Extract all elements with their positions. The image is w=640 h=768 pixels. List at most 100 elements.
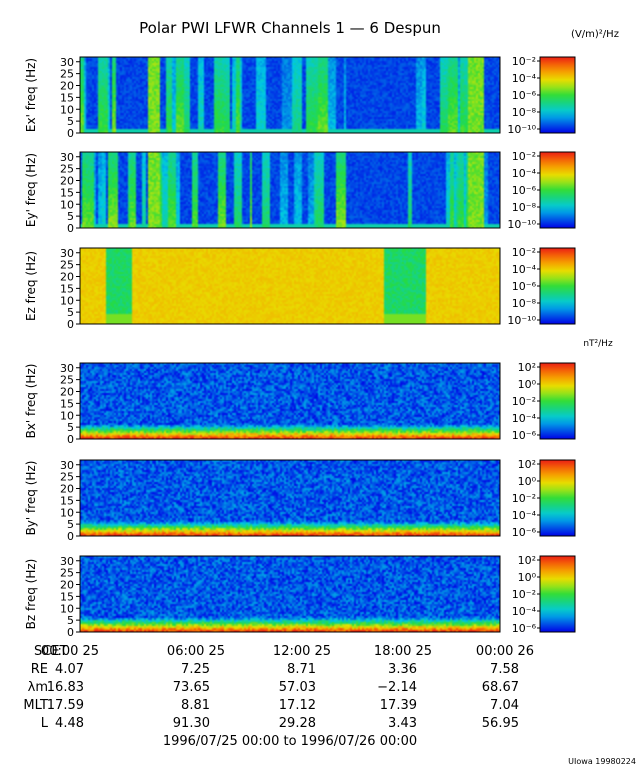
- panel-frame: [79, 56, 501, 134]
- ephemeris-row-label: RE: [31, 662, 48, 677]
- colorbar: 10⁻² 10⁻⁴ 10⁻⁶ 10⁻⁸ 10⁻¹⁰: [507, 246, 576, 327]
- y-tick-label: 20: [60, 386, 74, 399]
- ephemeris-row-label: L: [41, 716, 49, 731]
- figure-title: Polar PWI LFWR Channels 1 — 6 Despun: [139, 19, 441, 37]
- panel-frame: [79, 459, 501, 537]
- ephemeris-value: 17.39: [380, 698, 417, 713]
- y-axis-label: Ey' freq (Hz): [24, 153, 38, 227]
- y-tick-label: 15: [60, 91, 74, 104]
- colorbar-tick-label: 10⁻⁶: [512, 526, 537, 539]
- colorbar: 10² 10⁰ 10⁻² 10⁻⁴ 10⁻⁶: [512, 361, 576, 442]
- scet-tick-label: 00:00 25: [41, 644, 99, 659]
- colorbar-tick-label: 10⁻⁶: [512, 622, 537, 635]
- colorbar-tick-label: 10⁻⁴: [512, 263, 537, 276]
- y-tick-label: 30: [60, 56, 74, 69]
- y-tick-label: 10: [60, 103, 74, 116]
- y-tick-label: 5: [67, 518, 74, 531]
- colorbar-tick-label: 10⁻²: [512, 150, 536, 163]
- credit-label: UIowa 19980224: [568, 757, 636, 766]
- ephemeris-row-label: λm: [28, 680, 48, 695]
- colorbar-tick-label: 10²: [518, 554, 536, 567]
- y-tick-label: 20: [60, 483, 74, 496]
- colorbar-gradient: [539, 362, 576, 440]
- colorbar-tick-label: 10⁻⁴: [512, 72, 537, 85]
- y-axis-label: Bz freq (Hz): [24, 559, 38, 630]
- ephemeris-value: −2.14: [377, 680, 417, 695]
- spectrogram-image: [80, 57, 500, 133]
- y-tick-label: 30: [60, 247, 74, 260]
- spectrogram-image: [80, 556, 500, 632]
- scet-tick-label: 00:00 26: [476, 644, 534, 659]
- colorbar-tick-label: 10⁻²: [512, 588, 536, 601]
- spectrogram-image: [80, 363, 500, 439]
- colorbar-tick-label: 10²: [518, 458, 536, 471]
- ephemeris-value: 7.04: [490, 698, 519, 713]
- time-range: 1996/07/25 00:00 to 1996/07/26 00:00: [163, 734, 417, 749]
- panel-frame: [79, 247, 501, 325]
- y-tick-label: 15: [60, 590, 74, 603]
- ephemeris-value: 4.07: [55, 662, 84, 677]
- ephemeris-value: 8.81: [181, 698, 210, 713]
- colorbar-tick-label: 10⁻⁶: [512, 184, 537, 197]
- colorbar-tick-label: 10⁻⁶: [512, 89, 537, 102]
- colorbar-tick-label: 10⁻¹⁰: [507, 218, 536, 231]
- colorbar-tick-label: 10⁻¹⁰: [507, 123, 536, 136]
- spectrogram-image: [80, 460, 500, 536]
- ephemeris-value: 17.12: [279, 698, 316, 713]
- y-tick-label: 5: [67, 210, 74, 223]
- colorbar-tick-label: 10⁰: [518, 571, 537, 584]
- y-tick-label: 10: [60, 506, 74, 519]
- y-tick-label: 0: [67, 433, 74, 446]
- y-tick-label: 5: [67, 306, 74, 319]
- colorbar-tick-label: 10⁻²: [512, 246, 536, 259]
- colorbar-tick-label: 10⁻⁴: [512, 605, 537, 618]
- ephemeris-value: 29.28: [279, 716, 316, 731]
- e-field-units: (V/m)²/Hz: [571, 29, 619, 40]
- colorbar-tick-label: 10⁻⁸: [512, 201, 537, 214]
- scet-tick-label: 12:00 25: [273, 644, 331, 659]
- colorbar-tick-label: 10⁻⁶: [512, 429, 537, 442]
- ephemeris-value: 7.58: [490, 662, 519, 677]
- y-tick-label: 30: [60, 459, 74, 472]
- ephemeris-value: 3.36: [388, 662, 417, 677]
- colorbar-tick-label: 10⁻⁶: [512, 280, 537, 293]
- y-tick-label: 25: [60, 471, 74, 484]
- colorbar-tick-label: 10⁰: [518, 378, 537, 391]
- scet-tick-label: 18:00 25: [374, 644, 432, 659]
- ephemeris-value: 4.48: [55, 716, 84, 731]
- b-field-units: nT²/Hz: [583, 339, 613, 349]
- y-axis-label: Ez freq (Hz): [24, 251, 38, 321]
- y-tick-label: 20: [60, 271, 74, 284]
- colorbar-gradient: [539, 459, 576, 537]
- panel-frame: [79, 555, 501, 633]
- colorbar-tick-label: 10⁰: [518, 475, 537, 488]
- ephemeris-value: 73.65: [173, 680, 210, 695]
- y-tick-label: 25: [60, 374, 74, 387]
- y-tick-label: 15: [60, 397, 74, 410]
- y-axis-label: Bx' freq (Hz): [24, 364, 38, 439]
- y-tick-label: 15: [60, 282, 74, 295]
- y-tick-label: 25: [60, 259, 74, 272]
- y-axis-label: Ex' freq (Hz): [24, 58, 38, 132]
- ephemeris-value: 16.83: [47, 680, 84, 695]
- y-tick-label: 0: [67, 127, 74, 140]
- panel-frame: [79, 362, 501, 440]
- colorbar-gradient: [539, 151, 576, 229]
- colorbar: 10⁻² 10⁻⁴ 10⁻⁶ 10⁻⁸ 10⁻¹⁰: [507, 150, 576, 231]
- y-tick-label: 15: [60, 494, 74, 507]
- ephemeris-value: 7.25: [181, 662, 210, 677]
- y-tick-label: 15: [60, 186, 74, 199]
- colorbar-tick-label: 10⁻⁸: [512, 297, 537, 310]
- scet-label: SCET: [34, 644, 68, 659]
- panel-frame: [79, 151, 501, 229]
- y-tick-label: 20: [60, 579, 74, 592]
- spectrogram-image: [80, 152, 500, 228]
- y-tick-label: 10: [60, 198, 74, 211]
